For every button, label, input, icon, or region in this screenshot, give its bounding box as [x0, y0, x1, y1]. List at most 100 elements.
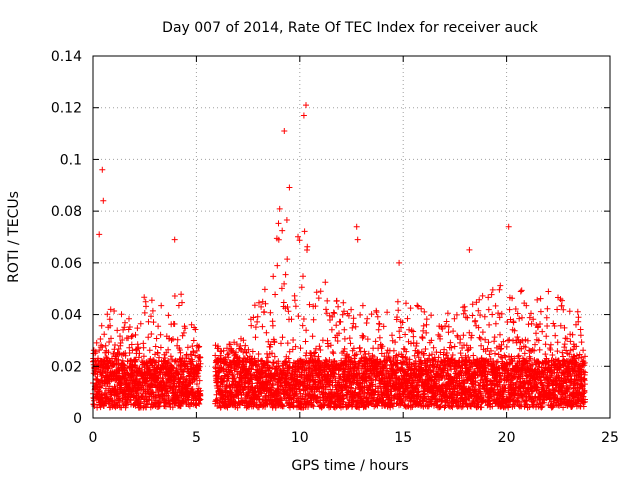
- data-point: [531, 347, 538, 354]
- data-point: [423, 316, 430, 323]
- data-point: [225, 354, 232, 361]
- data-point: [426, 352, 433, 359]
- data-point: [233, 341, 240, 348]
- data-point: [416, 349, 422, 356]
- data-point: [477, 335, 484, 342]
- data-point: [155, 323, 162, 330]
- data-point: [404, 315, 411, 322]
- data-point: [435, 354, 442, 361]
- data-point: [528, 310, 534, 317]
- data-point: [304, 243, 311, 250]
- data-point: [536, 346, 543, 353]
- data-point: [399, 353, 406, 360]
- data-point: [363, 320, 370, 326]
- data-point: [195, 344, 202, 351]
- data-point: [170, 383, 177, 390]
- data-point: [407, 305, 414, 312]
- data-point: [403, 348, 410, 355]
- data-point: [119, 337, 126, 343]
- data-point: [165, 358, 172, 364]
- data-point: [278, 285, 285, 292]
- data-point: [126, 315, 132, 322]
- data-point: [497, 282, 504, 289]
- data-point: [267, 341, 274, 348]
- data-point: [448, 344, 455, 351]
- data-point: [279, 227, 286, 234]
- data-point: [357, 311, 364, 318]
- data-point: [309, 333, 316, 340]
- data-point: [134, 325, 141, 332]
- data-point: [310, 316, 317, 323]
- data-point: [345, 312, 352, 319]
- data-point: [415, 388, 422, 395]
- data-point: [346, 354, 353, 361]
- data-point: [479, 329, 486, 336]
- data-point: [196, 377, 203, 384]
- data-point: [492, 302, 499, 309]
- data-point: [267, 309, 274, 316]
- data-point: [132, 356, 139, 363]
- data-point: [245, 346, 252, 353]
- data-point: [383, 350, 390, 356]
- data-point: [126, 324, 133, 330]
- data-point: [510, 319, 517, 326]
- data-point: [169, 364, 176, 371]
- data-point: [309, 402, 316, 409]
- data-point: [375, 326, 382, 333]
- data-point: [316, 385, 323, 391]
- data-point: [341, 335, 348, 342]
- data-point: [285, 355, 292, 362]
- data-point: [424, 370, 431, 377]
- data-point: [115, 356, 122, 363]
- data-point: [486, 321, 493, 328]
- data-point: [171, 293, 178, 299]
- data-point: [371, 354, 377, 360]
- data-point: [306, 365, 313, 372]
- data-point: [336, 366, 343, 373]
- data-point: [337, 318, 344, 325]
- data-point: [410, 333, 417, 340]
- data-point: [164, 360, 171, 367]
- data-point: [164, 389, 170, 395]
- data-point: [269, 322, 276, 329]
- data-point: [374, 313, 381, 320]
- data-point: [429, 351, 435, 358]
- data-point: [346, 335, 353, 342]
- data-point: [450, 328, 457, 335]
- data-point: [141, 309, 148, 316]
- data-point: [448, 356, 454, 363]
- data-point: [122, 352, 129, 359]
- data-point: [259, 399, 266, 405]
- data-point: [196, 363, 203, 370]
- data-point: [145, 364, 152, 371]
- data-point: [92, 348, 99, 355]
- data-point: [476, 334, 483, 341]
- data-point: [300, 273, 306, 280]
- data-point: [451, 343, 458, 350]
- data-point: [302, 338, 309, 345]
- data-point: [275, 236, 282, 243]
- data-point: [390, 403, 396, 410]
- data-point: [106, 316, 113, 323]
- data-point: [333, 322, 340, 329]
- data-point: [98, 322, 105, 329]
- data-point: [221, 358, 228, 365]
- data-point: [197, 354, 204, 361]
- data-point: [179, 332, 186, 339]
- data-point: [271, 339, 278, 346]
- data-point: [514, 334, 521, 340]
- data-point: [331, 310, 338, 317]
- data-point: [252, 334, 259, 341]
- data-point: [327, 317, 333, 323]
- data-point: [453, 311, 460, 318]
- data-point: [423, 321, 430, 328]
- data-point: [97, 336, 104, 342]
- data-point: [284, 304, 291, 310]
- data-point: [220, 347, 227, 354]
- data-point: [341, 345, 348, 352]
- data-point: [329, 313, 336, 320]
- data-point: [146, 347, 153, 354]
- data-point: [312, 303, 319, 310]
- data-point: [379, 343, 386, 350]
- data-point: [297, 345, 304, 352]
